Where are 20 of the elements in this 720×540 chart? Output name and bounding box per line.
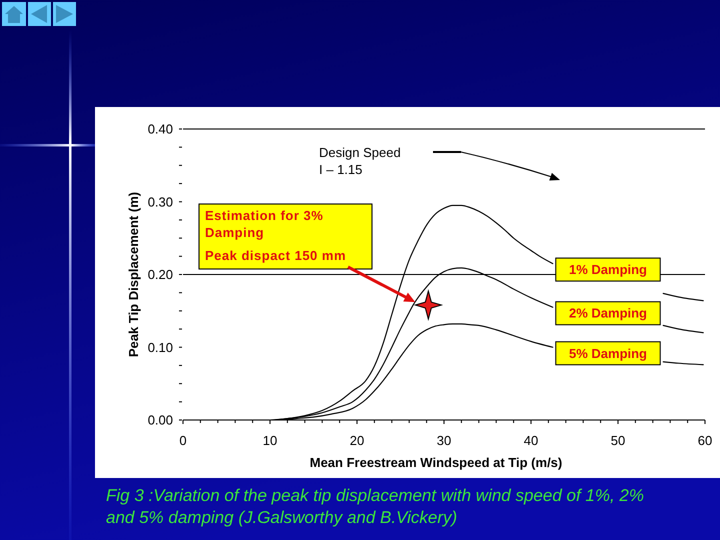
y-tick-label: 0.00 [148,412,173,428]
series-label: 1% Damping [568,262,648,278]
x-tick-label: 60 [698,433,712,448]
y-axis-title: Peak Tip Displacement (m) [126,192,141,358]
x-axis-title: Mean Freestream Windspeed at Tip (m/s) [310,455,562,470]
x-tick-label: 50 [610,433,626,448]
series-label: 2% Damping [568,306,648,321]
x-tick-label: 10 [262,433,278,448]
annotation: Design Speed I – 1.15 [319,145,401,177]
y-tick-label: 0.10 [148,340,173,355]
x-tick-label: 40 [524,433,538,448]
x-tick-label: 30 [436,433,452,448]
series-label: 5% Damping [568,346,648,361]
x-tick-label: 20 [350,433,364,448]
x-tick-label: 0 [179,433,187,448]
y-tick-label: 0.20 [148,267,173,282]
caption: Fig 3 :Variation of the peak tip displacement with wind speed of 1%, 2% and 5% damping (J.Galsworthy and B.Vickery) [106,486,644,527]
annotation: Estimation for 3% Damping Peak dispact 150 mm [205,208,346,263]
y-tick-label: 0.30 [148,194,173,210]
y-tick-label: 0.40 [148,122,173,136]
